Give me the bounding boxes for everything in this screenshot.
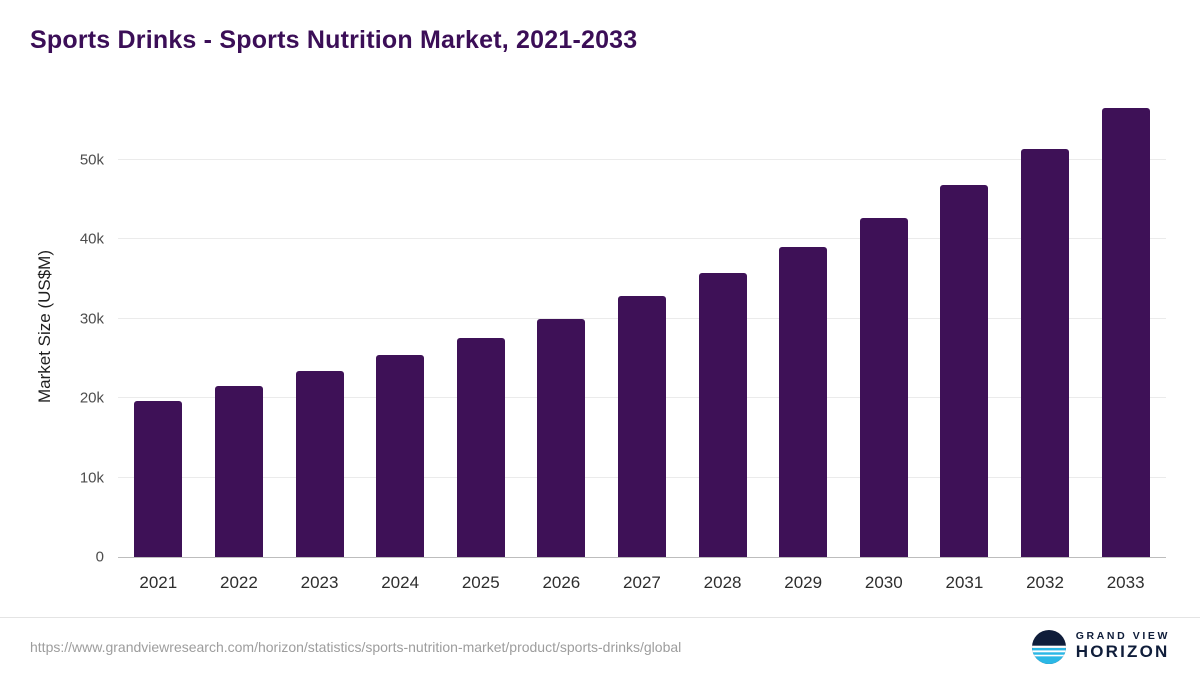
plot-wrap: 0 10k 20k 30k 40k 50k 2021 2022 2023 2024 2025 202…: [80, 96, 1166, 593]
x-tick-label: 2033: [1106, 573, 1145, 592]
y-tick-label: 20k: [79, 389, 104, 407]
bar-2024: [376, 355, 425, 557]
x-tick-label: 2026: [542, 573, 581, 592]
bar-2027: [617, 296, 666, 557]
bar-2030: [859, 217, 908, 557]
x-tick-label: 2030: [864, 573, 903, 592]
x-tick-label: 2022: [220, 573, 258, 592]
bar-column: [602, 96, 683, 557]
x-tick-label: 2024: [381, 573, 420, 592]
gridline: [118, 158, 1166, 160]
bar-column: [682, 96, 763, 557]
bar-column: [360, 96, 441, 557]
y-axis-label-wrap: Market Size (US$M): [30, 96, 60, 558]
y-tick-label: 40k: [79, 230, 104, 248]
bar-2021: [134, 401, 183, 557]
bar-column: [1085, 96, 1166, 557]
brand-logo: GRAND VIEW HORIZON: [1031, 629, 1170, 664]
brand-text: GRAND VIEW HORIZON: [1076, 631, 1170, 661]
x-tick-label: 2032: [1026, 573, 1064, 592]
brand-name-horizon: HORIZON: [1075, 641, 1170, 661]
bar-column: [1005, 96, 1086, 557]
bar-2023: [295, 371, 344, 557]
bar-column: [199, 96, 280, 557]
chart-area: Market Size (US$M) 0 10k 20k 30k 40k 50k 2021…: [30, 96, 1166, 593]
bar-column: [924, 96, 1005, 557]
y-tick-label: 50k: [79, 151, 104, 169]
bar-2026: [537, 318, 586, 557]
bar-column: [521, 96, 602, 557]
x-axis-labels: 2021 2022 2023 2024 2025 2026 2027 2028 2029 2030…: [118, 558, 1166, 593]
x-tick-label: 2031: [945, 573, 984, 592]
x-tick-label: 2027: [623, 573, 661, 592]
bar-column: [843, 96, 924, 557]
y-tick-label: 0: [95, 548, 104, 566]
horizon-logo-icon: [1031, 629, 1066, 664]
x-tick-label: 2028: [703, 573, 742, 592]
y-tick-label: 30k: [79, 310, 104, 328]
bar-column: [118, 96, 199, 557]
bar-2025: [456, 337, 505, 557]
gridline: [118, 238, 1166, 240]
bars-row: [118, 96, 1166, 557]
bar-2022: [214, 386, 263, 557]
bar-2033: [1101, 107, 1150, 557]
bar-column: [279, 96, 360, 557]
x-tick-label: 2021: [139, 573, 178, 592]
footer: https://www.grandviewresearch.com/horizo…: [0, 617, 1200, 675]
y-axis-label: Market Size (US$M): [35, 250, 54, 404]
brand-name-grandview: GRAND VIEW: [1075, 630, 1170, 643]
plot-area: 0 10k 20k 30k 40k 50k: [80, 96, 1166, 566]
x-tick-label: 2023: [300, 573, 339, 592]
bar-2028: [698, 273, 747, 557]
page-title: Sports Drinks - Sports Nutrition Market,…: [30, 26, 638, 54]
x-tick-label: 2029: [784, 573, 823, 592]
bar-column: [440, 96, 521, 557]
bar-column: [763, 96, 844, 557]
bar-2032: [1021, 149, 1069, 557]
bar-2031: [940, 185, 989, 557]
x-tick-label: 2025: [461, 573, 500, 592]
source-url: https://www.grandviewresearch.com/horizo…: [30, 638, 682, 655]
y-tick-label: 10k: [79, 469, 104, 487]
bar-2029: [779, 247, 828, 557]
